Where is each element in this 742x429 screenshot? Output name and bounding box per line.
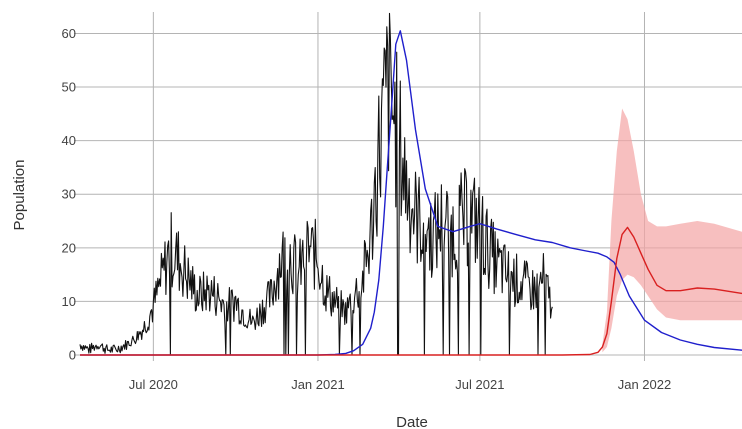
series-line-fit (80, 30, 742, 356)
x-tick-label: Jan 2021 (291, 377, 345, 392)
y-tick-label: 60 (62, 26, 76, 41)
x-tick-labels: Jul 2020 Jan 2021 Jul 2021 Jan 2022 (129, 377, 671, 392)
y-tick-label: 20 (62, 240, 76, 255)
x-tick-label: Jul 2020 (129, 377, 178, 392)
x-tick-label: Jan 2022 (618, 377, 672, 392)
series-line-forecast (80, 226, 742, 356)
y-tick-label: 30 (62, 187, 76, 202)
y-tick-label: 0 (69, 348, 76, 363)
series-line-observed (79, 12, 553, 356)
x-tick-label: Jul 2021 (455, 377, 504, 392)
y-gridlines (74, 32, 742, 356)
series-layer (79, 12, 742, 356)
forecast-band-layer (602, 108, 742, 353)
forecast-interval-band (602, 108, 742, 353)
x-axis-title: Date (396, 414, 428, 429)
y-tick-label: 10 (62, 294, 76, 309)
y-tick-labels: 0 10 20 30 40 50 60 (62, 26, 76, 363)
y-tick-label: 50 (62, 80, 76, 95)
y-axis-title: Population (11, 160, 28, 231)
y-tick-label: 40 (62, 133, 76, 148)
